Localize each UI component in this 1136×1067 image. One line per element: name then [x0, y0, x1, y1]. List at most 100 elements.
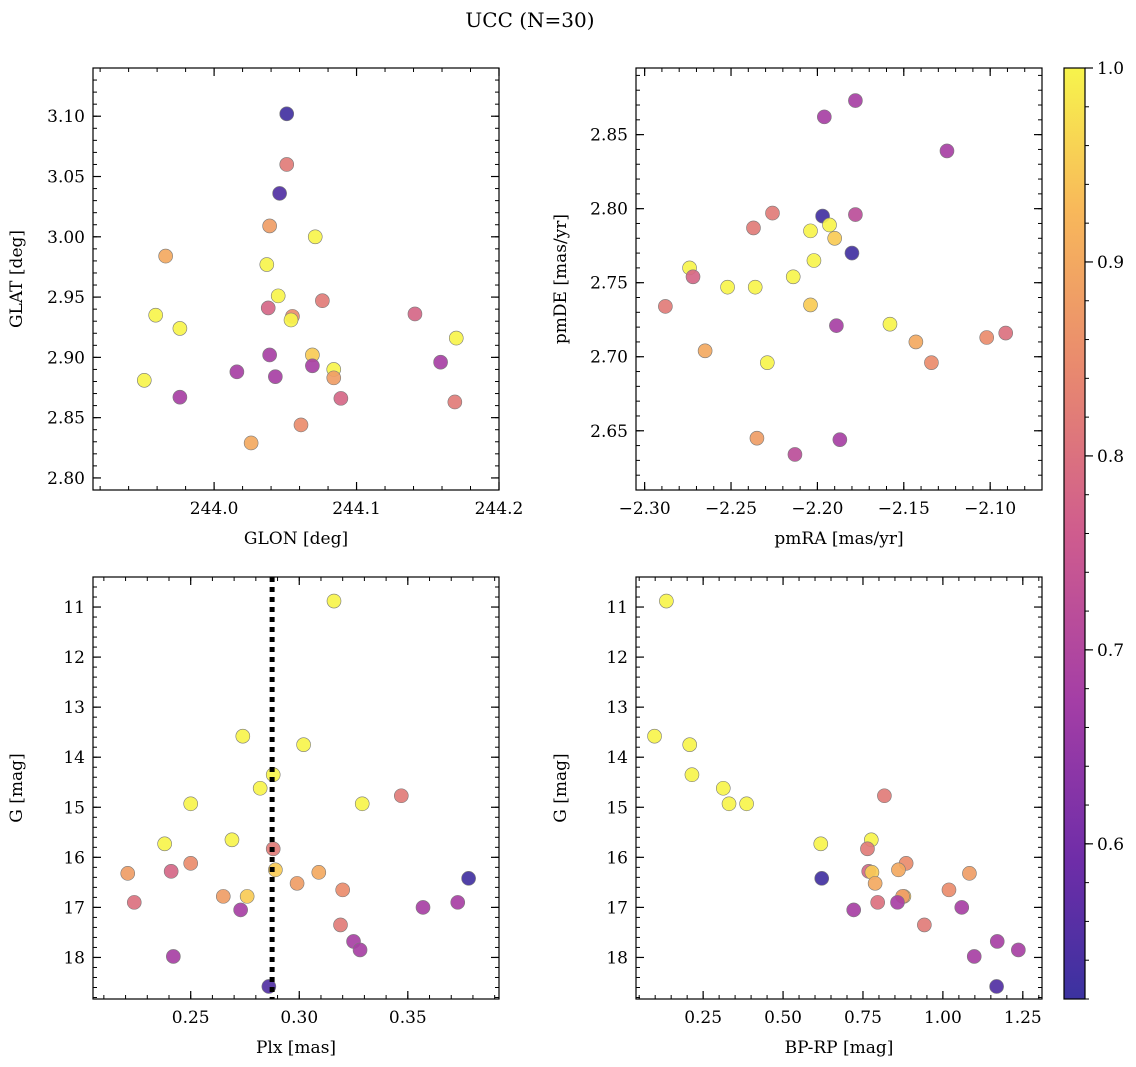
scatter-point	[924, 355, 939, 370]
y-tick-label: 3.05	[47, 168, 85, 188]
x-axis-label: pmRA [mas/yr]	[774, 529, 903, 549]
scatter-point	[846, 902, 862, 918]
scatter-point	[260, 300, 276, 316]
x-tick-label: −2.25	[705, 499, 757, 519]
scatter-point	[262, 347, 277, 363]
scatter-point	[270, 288, 286, 304]
y-tick-label: 14	[63, 748, 85, 768]
scatter-point	[979, 330, 995, 345]
scatter-point	[289, 876, 305, 891]
scatter-point	[326, 593, 342, 609]
scatter-point	[787, 447, 803, 462]
scatter-point	[822, 217, 837, 233]
y-tick-label: 13	[63, 698, 85, 718]
scatter-point	[803, 297, 818, 313]
panel-1: 244.0 244.1 244.2 2.80 2.85 2.90 2.95 3.00 3.05 3…	[7, 67, 523, 549]
scatter-point	[296, 737, 311, 752]
scatter-point	[685, 269, 701, 285]
scatter-point	[126, 895, 142, 910]
scatter-point	[647, 728, 662, 744]
scatter-point	[166, 949, 181, 964]
scatter-point	[252, 780, 268, 796]
scatter-point	[315, 293, 330, 309]
panels: 244.0 244.1 244.2 2.80 2.85 2.90 2.95 3.00 3.05 3…	[7, 67, 1043, 1058]
x-tick-label: 1.25	[1004, 1008, 1042, 1028]
plot-frame	[92, 67, 500, 491]
colorbar-gradient	[1063, 67, 1086, 1000]
scatter-point	[806, 253, 822, 268]
scatter-point	[279, 106, 295, 122]
panel-4: 0.25 0.50 0.75 1.00 1.25 11 12 13 14 15 16 17 18 BP-R…	[551, 576, 1043, 1058]
y-tick-label: 17	[606, 898, 628, 918]
x-tick-label: 1.00	[924, 1008, 962, 1028]
scatter-point	[279, 157, 295, 172]
figure-title: UCC (N=30)	[465, 8, 594, 32]
scatter-point	[962, 866, 977, 881]
scatter-point	[136, 372, 152, 388]
scatter-point	[224, 832, 240, 848]
scatter-point	[293, 417, 309, 433]
scatter-point	[233, 902, 248, 918]
scatter-point	[817, 109, 832, 125]
scatter-point	[120, 866, 136, 881]
scatter-point	[333, 391, 349, 406]
scatter-point	[229, 364, 245, 380]
panel-3: 0.25 0.30 0.35 11 12 13 14 15 16 17 18 Plx [mas] G […	[7, 576, 500, 1058]
scatter-point	[407, 306, 423, 322]
y-tick-label: 2.80	[47, 469, 85, 489]
scatter-point	[448, 330, 464, 346]
scatter-point	[433, 354, 448, 370]
scatter-point	[998, 325, 1014, 341]
scatter-point	[1011, 942, 1026, 958]
y-tick-label: 15	[606, 798, 628, 818]
scatter-point	[307, 229, 323, 245]
x-axis-label: GLON [deg]	[244, 529, 348, 549]
colorbar-tick-label: 0.6	[1097, 835, 1124, 855]
colorbar-tick-label: 0.8	[1097, 447, 1124, 467]
scatter-point	[305, 358, 320, 374]
y-tick-label: 2.90	[47, 348, 85, 368]
y-tick-label: 2.80	[590, 200, 628, 220]
scatter-point	[697, 343, 713, 359]
y-tick-label: 14	[606, 748, 628, 768]
x-tick-label: −2.15	[878, 499, 930, 519]
scatter-point	[814, 871, 830, 886]
scatter-point	[157, 836, 172, 852]
colorbar-tick-label: 1.0	[1097, 59, 1124, 79]
y-tick-label: 15	[63, 798, 85, 818]
y-tick-label: 2.85	[590, 126, 628, 146]
scatter-point	[283, 312, 299, 328]
scatter-point	[832, 432, 848, 447]
scatter-point	[720, 279, 735, 295]
scatter-point	[272, 186, 287, 201]
scatter-point	[721, 796, 737, 812]
scatter-point	[860, 841, 875, 857]
scatter-point	[844, 245, 860, 261]
scatter-point	[461, 871, 476, 886]
y-axis-label: G [mag]	[7, 753, 27, 822]
scatter-point	[954, 900, 970, 915]
y-tick-label: 18	[606, 948, 628, 968]
plot-frame	[635, 576, 1043, 1000]
scatter-point	[335, 882, 350, 898]
scatter-point	[259, 257, 275, 272]
x-tick-label: 0.30	[280, 1008, 318, 1028]
x-tick-label: −2.20	[791, 499, 843, 519]
y-tick-label: 2.65	[590, 422, 628, 442]
plot-frame	[92, 576, 500, 1000]
scatter-point	[870, 895, 885, 910]
scatter-point	[158, 248, 173, 264]
y-tick-label: 3.10	[47, 107, 85, 127]
scatter-point	[172, 321, 188, 336]
scatter-point	[311, 865, 327, 880]
y-tick-label: 2.85	[47, 409, 85, 429]
x-tick-label: 0.25	[172, 1008, 210, 1028]
y-tick-label: 2.75	[590, 274, 628, 294]
scatter-point	[747, 279, 763, 295]
x-tick-label: 0.25	[684, 1008, 722, 1028]
scatter-point	[682, 737, 698, 752]
y-tick-label: 18	[63, 948, 85, 968]
scatter-point	[326, 370, 342, 386]
scatter-point	[890, 895, 905, 910]
